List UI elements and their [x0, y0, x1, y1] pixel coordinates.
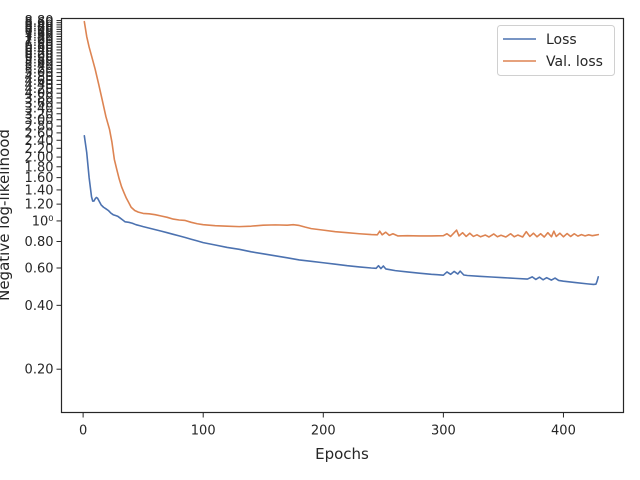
- plot-frame: [60, 17, 625, 414]
- x-axis-ticks: 0 100 200 300 400: [79, 412, 576, 439]
- y-tick-label: 10⁰: [32, 214, 54, 229]
- y-tick-label: 1.80: [25, 160, 54, 175]
- x-tick-label: 300: [431, 424, 456, 439]
- y-tick-label: 1.20: [25, 198, 54, 213]
- y-tick-label: 6.20: [25, 46, 54, 61]
- y-tick-label: 0.40: [25, 299, 54, 314]
- y-tick-label: 0.20: [25, 363, 54, 378]
- y-tick-label: 5.60: [25, 56, 54, 71]
- x-tick-label: 0: [79, 424, 87, 439]
- x-axis-label: Epochs: [315, 445, 369, 463]
- y-tick-label: 7.40: [25, 30, 54, 45]
- legend: Loss Val. loss: [497, 25, 615, 76]
- y-tick-label: 3.60: [25, 96, 54, 111]
- series-line-val-loss: [83, 20, 600, 238]
- y-tick-label: 8.40: [25, 18, 54, 33]
- y-tick-label: 3.40: [25, 102, 54, 117]
- x-tick-label: 100: [191, 424, 216, 439]
- plot-lines: [83, 20, 600, 286]
- y-tick-label: 5.20: [25, 63, 54, 78]
- y-tick-label: 4.80: [25, 70, 54, 85]
- legend-label-val-loss: Val. loss: [546, 54, 603, 70]
- y-tick-label: 8.20: [25, 21, 54, 36]
- y-tick-label: 6.80: [25, 38, 54, 53]
- y-tick-label: 4.00: [25, 87, 54, 102]
- y-tick-label: 1.40: [25, 183, 54, 198]
- y-axis-label: Negative log-likelihood: [0, 129, 13, 301]
- y-tick-label: 0.80: [25, 235, 54, 250]
- y-tick-label: 4.20: [25, 82, 54, 97]
- x-tick-label: 400: [551, 424, 576, 439]
- y-tick-label: 3.00: [25, 113, 54, 128]
- legend-label-loss: Loss: [546, 32, 577, 48]
- y-tick-label: 7.60: [25, 28, 54, 43]
- x-tick-label: 200: [311, 424, 336, 439]
- y-tick-label: 0.60: [25, 261, 54, 276]
- y-tick-label: 7.00: [25, 35, 54, 50]
- y-tick-label: 7.80: [25, 25, 54, 40]
- y-tick-label: 8.80: [25, 14, 54, 29]
- y-tick-label: 6.00: [25, 49, 54, 64]
- y-axis-ticks: 0.200.400.600.8010⁰1.201.401.601.802.002…: [25, 14, 62, 378]
- y-tick-label: 3.20: [25, 107, 54, 122]
- y-tick-label: 5.80: [25, 52, 54, 67]
- y-tick-label: 8.60: [25, 16, 54, 31]
- y-tick-label: 2.40: [25, 134, 54, 149]
- y-tick-label: 4.40: [25, 78, 54, 93]
- series-line-loss: [83, 134, 600, 286]
- legend-box: [497, 25, 615, 76]
- y-tick-label: 7.20: [25, 33, 54, 48]
- y-tick-label: 4.60: [25, 74, 54, 89]
- y-tick-label: 2.80: [25, 120, 54, 135]
- y-tick-label: 6.60: [25, 41, 54, 56]
- y-tick-label: 5.00: [25, 66, 54, 81]
- y-tick-label: 2.20: [25, 142, 54, 157]
- y-tick-label: 6.40: [25, 43, 54, 58]
- y-tick-label: 2.00: [25, 151, 54, 166]
- y-tick-label: 2.60: [25, 126, 54, 141]
- y-tick-label: 1.60: [25, 171, 54, 186]
- y-tick-label: 8.00: [25, 23, 54, 38]
- y-tick-label: 5.40: [25, 59, 54, 74]
- y-tick-label: 3.80: [25, 91, 54, 106]
